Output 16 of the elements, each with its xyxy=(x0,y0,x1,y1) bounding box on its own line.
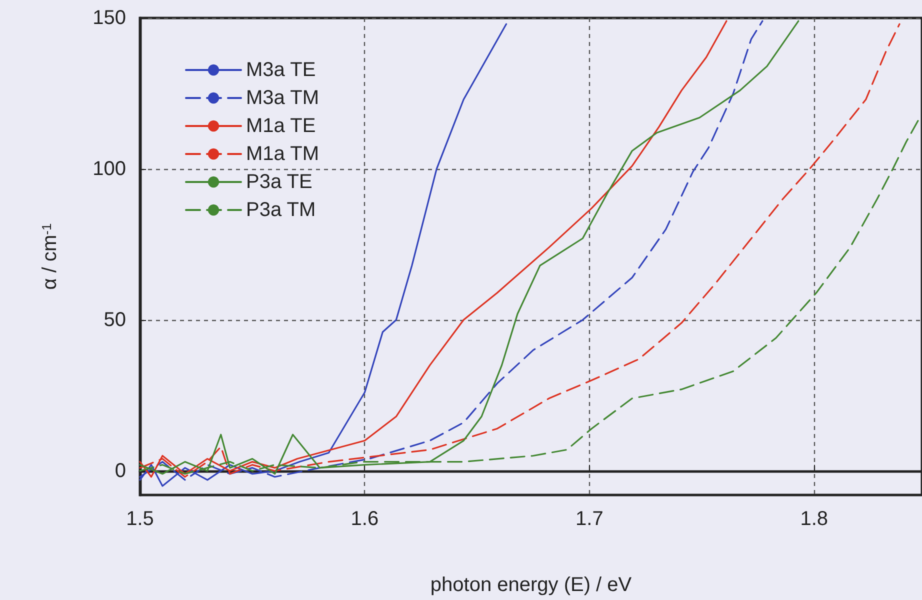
legend-label: M3a TE xyxy=(246,59,316,81)
legend-label: M1a TM xyxy=(246,143,319,165)
legend-label: P3a TE xyxy=(246,171,312,193)
y-axis-title: α / cm-1 xyxy=(39,223,61,290)
legend-label: P3a TM xyxy=(246,199,316,221)
legend-label: M3a TM xyxy=(246,87,319,109)
y-tick-label: 0 xyxy=(114,460,126,482)
x-tick-label: 1.8 xyxy=(800,508,828,530)
legend-label: M1a TE xyxy=(246,115,316,137)
x-tick-label: 1.5 xyxy=(126,508,154,530)
x-axis-title: photon energy (E) / eV xyxy=(430,574,632,596)
x-tick-label: 1.7 xyxy=(576,508,604,530)
y-tick-label: 150 xyxy=(92,7,126,29)
x-tick-label: 1.6 xyxy=(350,508,379,530)
y-tick-label: 50 xyxy=(104,308,126,331)
y-tick-label: 100 xyxy=(92,158,126,180)
